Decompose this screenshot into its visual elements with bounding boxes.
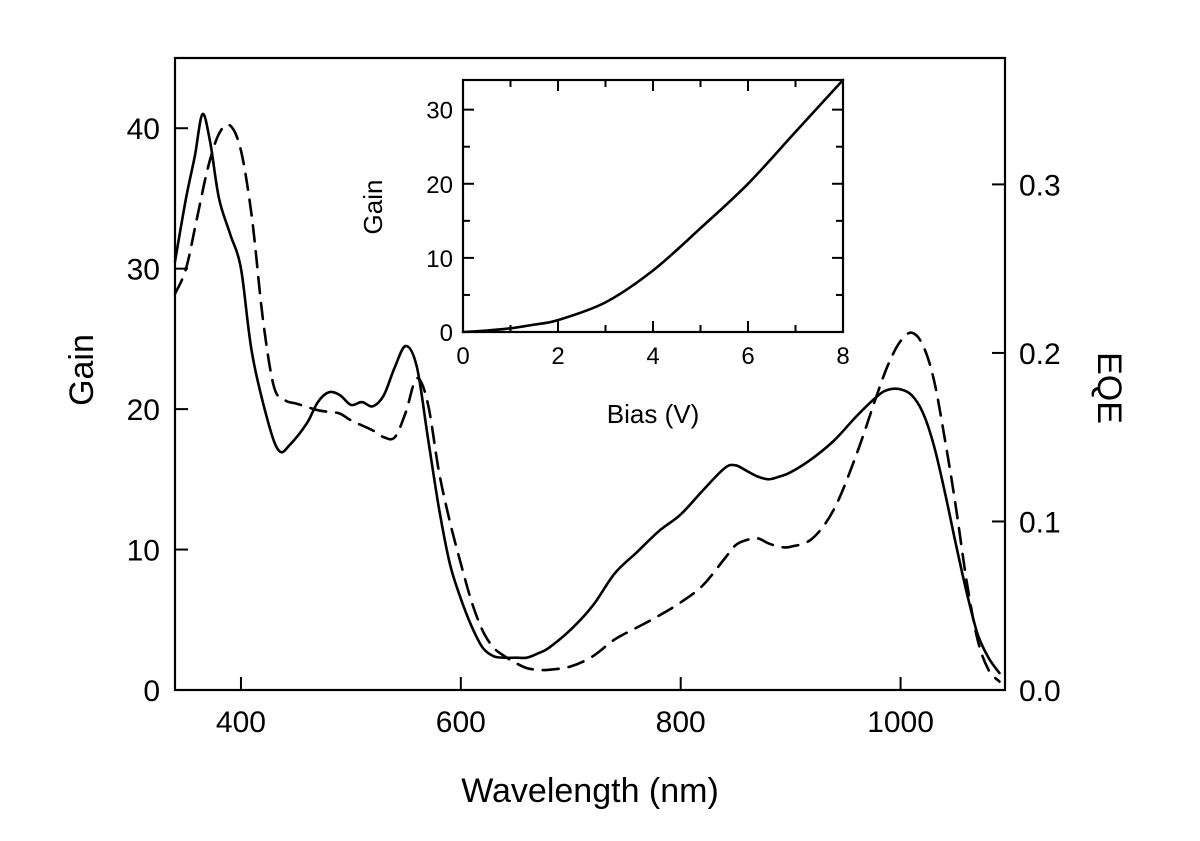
inset-gain-vs-bias-line <box>461 78 845 334</box>
y2-tick-label: 0.0 <box>1019 675 1061 708</box>
y2-tick-label: 0.2 <box>1019 338 1061 371</box>
inset-background <box>463 80 843 332</box>
inset-x-axis-title: Bias (V) <box>607 399 699 429</box>
inset-x-tick-label: 8 <box>836 343 849 370</box>
y2-tick-label: 0.1 <box>1019 506 1061 539</box>
y-tick-label: 30 <box>127 254 160 287</box>
inset-x-tick-label: 4 <box>646 343 659 370</box>
y-tick-label: 20 <box>127 394 160 427</box>
x-tick-label: 1000 <box>867 706 934 739</box>
inset-y-tick-label: 20 <box>426 172 453 199</box>
inset-x-tick-label: 0 <box>456 343 469 370</box>
y2-tick-label: 0.3 <box>1019 169 1061 202</box>
x-tick-label: 800 <box>656 706 706 739</box>
inset-ticks: 0 2 4 6 8 0 10 20 30 <box>426 80 850 370</box>
x-tick-label: 400 <box>216 706 266 739</box>
y2-axis-title: EQE <box>1090 352 1128 424</box>
inset-x-tick-label: 2 <box>551 343 564 370</box>
inset-y-axis-title: Gain <box>358 180 388 235</box>
main-plot-frame <box>173 56 1007 692</box>
inset-y-tick-label: 10 <box>426 246 453 273</box>
inset-x-tick-label: 6 <box>741 343 754 370</box>
inset-series <box>461 78 845 334</box>
y-tick-label: 10 <box>127 535 160 568</box>
y-axis-title: Gain <box>63 334 101 406</box>
inset-y-tick-label: 0 <box>440 320 453 347</box>
y-tick-label: 0 <box>143 675 160 708</box>
main-series <box>173 112 1001 683</box>
gain-series-line <box>173 112 1001 675</box>
inset-y-tick-label: 30 <box>426 98 453 125</box>
x-axis-title: Wavelength (nm) <box>461 772 719 810</box>
eqe-series-line <box>173 123 1001 683</box>
x-tick-label: 600 <box>436 706 486 739</box>
y-tick-label: 40 <box>127 113 160 146</box>
